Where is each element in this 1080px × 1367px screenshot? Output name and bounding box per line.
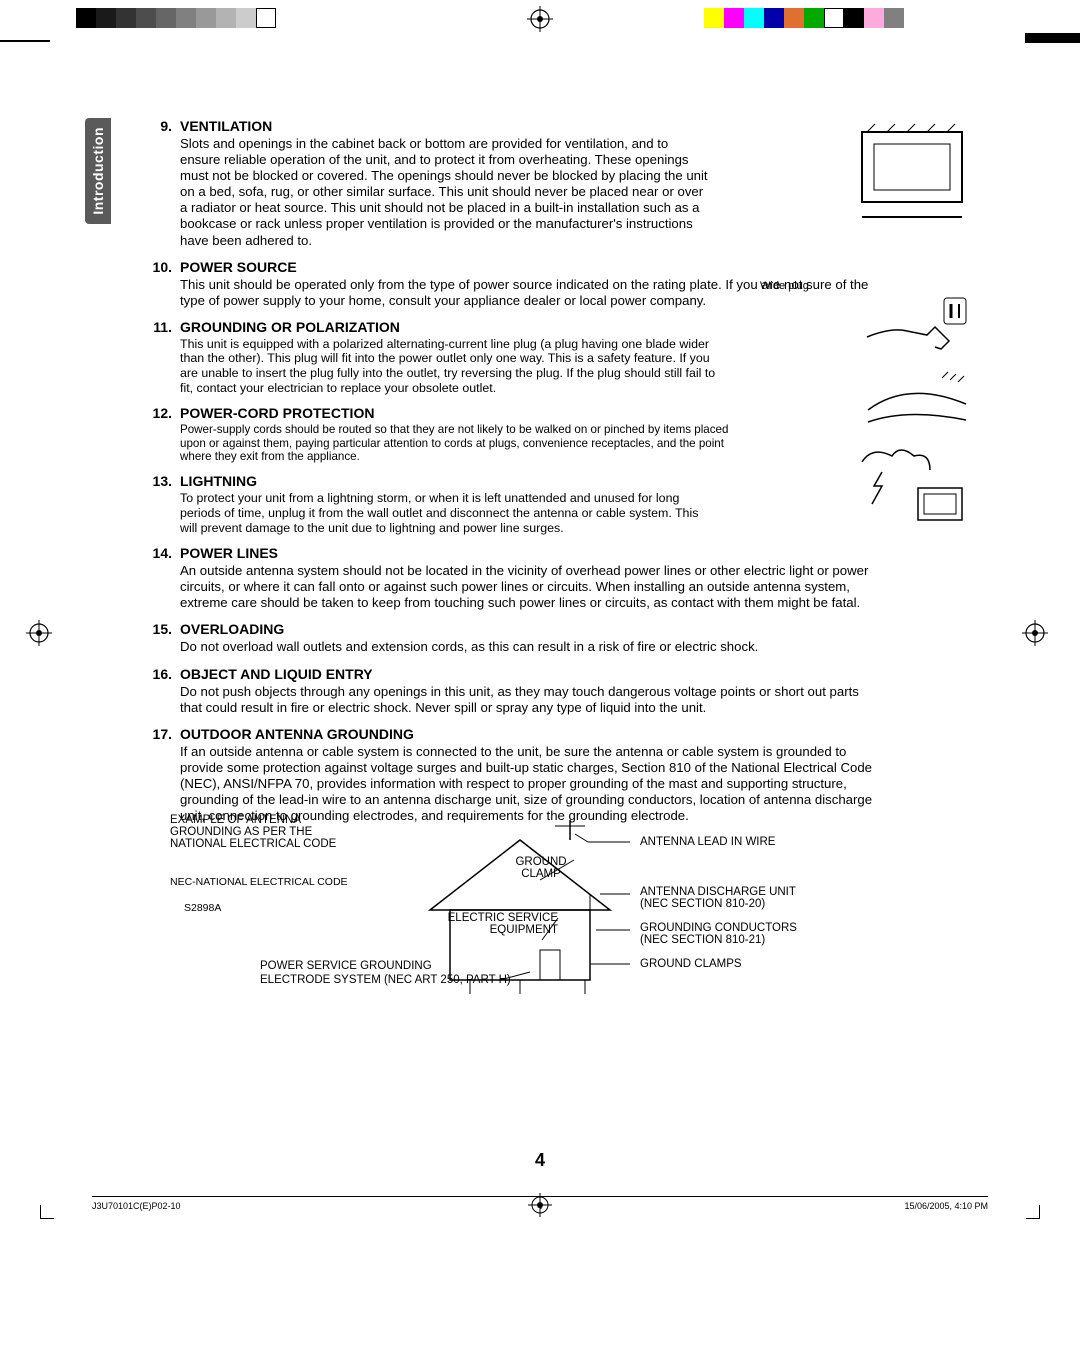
safety-items-list: 9. VENTILATION Slots and openings in the c… xyxy=(150,118,910,834)
item-number: 11. xyxy=(150,319,172,335)
wide-plug-label: Wide plug xyxy=(760,280,809,292)
page: Introduction 9. VENTILATION Slots and open… xyxy=(0,0,1080,1367)
item-title: OUTDOOR ANTENNA GROUNDING xyxy=(180,726,414,742)
lightning-figure xyxy=(842,442,972,532)
grayscale-strip xyxy=(76,8,276,28)
item-body: Do not overload wall outlets and extensi… xyxy=(150,639,870,655)
item-title: OBJECT AND LIQUID ENTRY xyxy=(180,666,373,682)
section-tab: Introduction xyxy=(85,118,111,224)
item-title: OVERLOADING xyxy=(180,621,284,637)
safety-item: 9. VENTILATION Slots and openings in the c… xyxy=(150,118,910,249)
grounding-diagram: EXAMPLE OF ANTENNA GROUNDING AS PER THE … xyxy=(170,800,910,1010)
page-number: 4 xyxy=(0,1150,1080,1171)
registration-mark-icon xyxy=(527,6,553,32)
item-body: An outside antenna system should not be … xyxy=(150,563,870,611)
item-number: 15. xyxy=(150,621,172,637)
footer-center: 4 xyxy=(537,1201,542,1211)
item-number: 16. xyxy=(150,666,172,682)
safety-item: 15. OVERLOADING Do not overload wall outle… xyxy=(150,621,910,655)
registration-mark-icon xyxy=(1022,620,1048,646)
item-body: Power-supply cords should be routed so t… xyxy=(150,423,750,463)
safety-item: 13. LIGHTNING To protect your unit from a … xyxy=(150,473,910,535)
section-tab-label: Introduction xyxy=(90,127,106,215)
footer-right: 15/06/2005, 4:10 PM xyxy=(904,1201,988,1211)
safety-item: 14. POWER LINES An outside antenna system … xyxy=(150,545,910,611)
black-bar-left xyxy=(0,40,50,42)
item-number: 13. xyxy=(150,473,172,489)
leader-lines xyxy=(170,800,910,1000)
item-number: 14. xyxy=(150,545,172,561)
item-body: Slots and openings in the cabinet back o… xyxy=(150,136,710,249)
item-title: GROUNDING OR POLARIZATION xyxy=(180,319,400,335)
color-strip xyxy=(704,8,904,28)
crop-mark xyxy=(1026,1205,1040,1219)
black-bar-right xyxy=(1025,33,1080,43)
safety-item: 11. GROUNDING OR POLARIZATION This unit is… xyxy=(150,319,910,396)
item-title: POWER-CORD PROTECTION xyxy=(180,405,374,421)
safety-item: 12. POWER-CORD PROTECTION Power-supply cor… xyxy=(150,405,910,463)
safety-item: 16. OBJECT AND LIQUID ENTRY Do not push ob… xyxy=(150,666,910,716)
item-title: VENTILATION xyxy=(180,118,272,134)
footer-left: J3U70101C(E)P02-10 xyxy=(92,1201,181,1211)
footer: J3U70101C(E)P02-10 4 15/06/2005, 4:10 PM xyxy=(92,1196,988,1211)
crop-mark xyxy=(40,1205,54,1219)
ventilation-figure xyxy=(852,122,972,222)
item-number: 17. xyxy=(150,726,172,742)
item-body: This unit is equipped with a polarized a… xyxy=(150,337,730,396)
item-title: POWER LINES xyxy=(180,545,278,561)
item-number: 12. xyxy=(150,405,172,421)
item-title: POWER SOURCE xyxy=(180,259,297,275)
polarized-plug-figure xyxy=(852,292,972,362)
item-number: 10. xyxy=(150,259,172,275)
registration-mark-icon xyxy=(26,620,52,646)
item-body: To protect your unit from a lightning st… xyxy=(150,491,710,535)
item-number: 9. xyxy=(150,118,172,134)
item-body: Do not push objects through any openings… xyxy=(150,684,870,716)
item-title: LIGHTNING xyxy=(180,473,257,489)
cord-protection-figure xyxy=(862,370,972,430)
